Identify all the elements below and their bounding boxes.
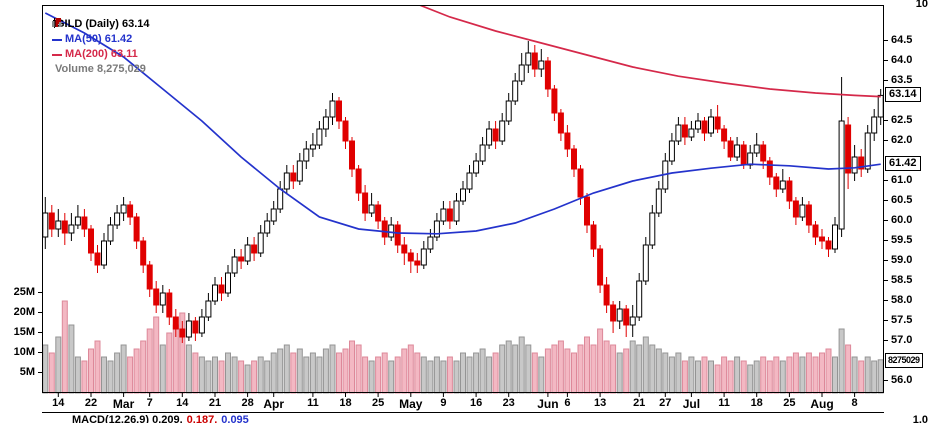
macd-legend-part: 0.187, <box>186 414 218 423</box>
date-axis-label: 22 <box>84 397 98 409</box>
macd-legend-part: 0.095 <box>221 414 249 423</box>
price-axis-label: 63.5 <box>884 74 912 86</box>
date-axis-label: 18 <box>750 397 763 409</box>
price-axis-label: 62.5 <box>884 114 912 126</box>
price-axis-label: 57.5 <box>884 314 912 326</box>
date-axis-label: Jul <box>682 397 701 411</box>
price-axis-label: 60.5 <box>884 194 912 206</box>
price-axis-label: 61.0 <box>884 174 912 186</box>
date-axis-label: 9 <box>440 397 447 409</box>
date-axis-label: 13 <box>593 397 607 409</box>
price-axis-label: 59.5 <box>884 234 912 246</box>
volume-axis-label: 10M <box>14 346 42 358</box>
date-axis-label: May <box>399 397 423 411</box>
volume-axis-label: 25M <box>14 286 42 298</box>
date-axis-label: 25 <box>371 397 385 409</box>
ma200-label: MA(200) 63.11 <box>65 48 138 60</box>
date-axis-label: 14 <box>52 397 65 409</box>
macd-legend: MACD(12,26,9) 0.209, 0.187, 0.095 <box>72 414 253 423</box>
candlestick-plot <box>42 5 884 397</box>
volume-value-badge: 8275029 <box>885 353 923 368</box>
chart-legend: GILD (Daily) 63.14 MA(50) 61.42 MA(200) … <box>52 17 150 77</box>
price-axis-label: 56.0 <box>884 374 912 386</box>
volume-axis: 25M 20M 15M 10M 5M <box>0 5 42 393</box>
date-axis: 14 22 Mar 7 14 21 28 Apr 11 18 25 May 9 16 23 Jun 6 13 21 2… <box>42 397 884 411</box>
date-axis-label: 21 <box>208 397 222 409</box>
pane-divider <box>42 412 884 413</box>
date-axis-label: 11 <box>307 397 319 409</box>
symbol-title: GILD (Daily) 63.14 <box>56 18 150 30</box>
price-pane[interactable]: GILD (Daily) 63.14 MA(50) 61.42 MA(200) … <box>42 5 884 399</box>
date-axis-label: Aug <box>810 397 834 411</box>
date-axis-label: 11 <box>718 397 730 409</box>
price-axis-label: 58.0 <box>884 294 912 306</box>
date-axis-label: Apr <box>263 397 285 411</box>
ma50-label: MA(50) 61.42 <box>65 33 133 45</box>
date-axis-label: 21 <box>633 397 646 409</box>
price-axis-label: 60.0 <box>884 214 912 226</box>
macd-legend-part: MACD(12,26,9) 0.209, <box>72 414 183 423</box>
price-axis-label: 58.5 <box>884 274 912 286</box>
price-axis-label: 64.5 <box>884 34 912 46</box>
ma200-line-swatch <box>52 53 62 56</box>
upper-pane-axis-value: 10 <box>915 0 928 10</box>
price-axis: 64.5 64.0 63.5 62.5 62.0 61.0 60.5 60.0 59.5 59.0… <box>884 5 936 399</box>
volume-axis-label: 5M <box>20 366 42 378</box>
date-axis-label: 25 <box>783 397 796 409</box>
date-axis-label: 18 <box>339 397 352 409</box>
legend-row-symbol: GILD (Daily) 63.14 <box>52 17 150 32</box>
date-axis-label: 7 <box>146 397 153 409</box>
date-axis-label: 14 <box>176 397 189 409</box>
price-axis-label: 57.0 <box>884 334 912 346</box>
date-axis-label: 8 <box>851 397 858 409</box>
price-axis-label: 59.0 <box>884 254 912 266</box>
date-axis-label: 28 <box>241 397 254 409</box>
volume-axis-label: 15M <box>14 326 42 338</box>
date-axis-label: 27 <box>659 397 672 409</box>
ma50-line-swatch <box>52 38 62 41</box>
volume-axis-label: 20M <box>14 306 42 318</box>
price-axis-label: 62.0 <box>884 134 912 146</box>
lower-pane-axis-value: 1.0 <box>912 414 928 423</box>
price-axis-label: 64.0 <box>884 54 912 66</box>
price-value-badge: 63.14 <box>885 87 921 103</box>
legend-row-volume: Volume 8,275,029 <box>52 18 150 77</box>
legend-row-ma50: MA(50) 61.42 <box>52 32 150 47</box>
volume-label: Volume 8,275,029 <box>55 63 146 75</box>
date-axis-label: Mar <box>112 397 135 411</box>
date-axis-label: Jun <box>537 397 559 411</box>
date-axis-label: 23 <box>502 397 515 409</box>
price-value-badge: 61.42 <box>885 156 921 172</box>
date-axis-label: 6 <box>564 397 571 409</box>
legend-row-ma200: MA(200) 63.11 <box>52 47 150 62</box>
date-axis-label: 16 <box>469 397 483 409</box>
